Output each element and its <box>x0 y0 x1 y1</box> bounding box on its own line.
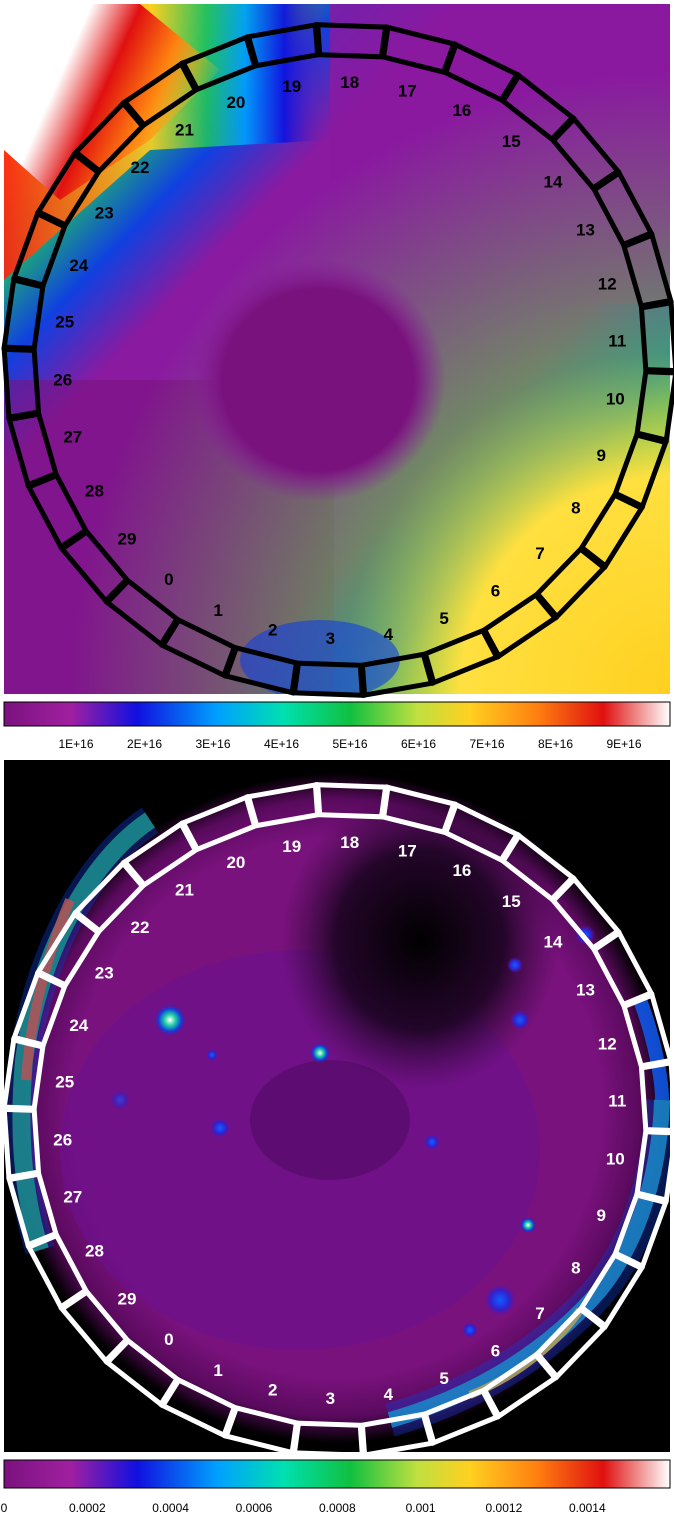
top-colorbar-tick-label: 1E+16 <box>58 737 93 751</box>
top-region-ring <box>1 21 674 699</box>
top-region-label-3: 3 <box>326 629 335 648</box>
bottom-colorbar-tick-label: 0.0002 <box>69 1501 106 1515</box>
top-colorbar-tick-label: 7E+16 <box>469 737 504 751</box>
bottom-colorbar: 0 0.0002 0.0004 0.0006 0.0008 0.001 0.0012 0.00… <box>1 1459 671 1515</box>
bottom-colorbar-tick-label: 0.0004 <box>152 1501 189 1515</box>
bottom-region-label-26: 26 <box>53 1130 72 1149</box>
top-region-label-5: 5 <box>439 609 448 628</box>
top-region-label-12: 12 <box>598 274 617 293</box>
bottom-region-label-0: 0 <box>164 1330 173 1349</box>
top-region-box-29 <box>58 528 131 605</box>
bottom-region-label-10: 10 <box>606 1150 625 1169</box>
bottom-colorbar-tick-label: 0.0006 <box>236 1501 273 1515</box>
bottom-colorbar-gradient <box>3 1459 671 1489</box>
bottom-region-label-4: 4 <box>384 1385 394 1404</box>
bottom-colorbar-tick-label: 0.0012 <box>486 1501 523 1515</box>
bottom-region-label-17: 17 <box>398 841 417 860</box>
top-region-label-29: 29 <box>118 530 137 549</box>
top-region-label-9: 9 <box>596 446 605 465</box>
bottom-region-label-14: 14 <box>544 932 563 951</box>
bottom-region-label-9: 9 <box>596 1206 605 1225</box>
top-region-label-6: 6 <box>491 582 500 601</box>
top-region-label-22: 22 <box>131 158 150 177</box>
top-region-label-25: 25 <box>55 312 74 331</box>
bottom-region-label-22: 22 <box>131 918 150 937</box>
bottom-region-label-25: 25 <box>55 1072 74 1091</box>
top-colorbar-tick-label: 9E+16 <box>606 737 641 751</box>
top-colorbar-gradient <box>3 701 671 727</box>
bottom-colorbar-tick-label: 0 <box>1 1501 8 1515</box>
bottom-region-label-12: 12 <box>598 1034 617 1053</box>
bottom-region-label-23: 23 <box>95 964 114 983</box>
bottom-region-label-21: 21 <box>175 881 194 900</box>
bottom-region-label-20: 20 <box>226 853 245 872</box>
top-colorbar-tick-label: 2E+16 <box>127 737 162 751</box>
bottom-region-label-28: 28 <box>85 1242 104 1261</box>
bottom-region-label-29: 29 <box>118 1290 137 1309</box>
top-region-label-17: 17 <box>398 81 417 100</box>
top-colorbar-tick-label: 3E+16 <box>195 737 230 751</box>
top-region-label-0: 0 <box>164 570 173 589</box>
top-colorbar-tick-label: 6E+16 <box>401 737 436 751</box>
bottom-region-label-6: 6 <box>491 1342 500 1361</box>
top-region-label-2: 2 <box>268 621 277 640</box>
top-region-label-10: 10 <box>606 390 625 409</box>
bottom-region-label-27: 27 <box>63 1188 82 1207</box>
top-colorbar-tick-label: 4E+16 <box>264 737 299 751</box>
top-region-label-14: 14 <box>544 172 563 191</box>
top-colorbar-tick-label: 5E+16 <box>332 737 367 751</box>
top-region-label-24: 24 <box>69 256 88 275</box>
bottom-colorbar-tick-label: 0.0008 <box>319 1501 356 1515</box>
bottom-colorbar-tick-label: 0.0014 <box>569 1501 606 1515</box>
top-region-label-28: 28 <box>85 482 104 501</box>
bottom-region-label-1: 1 <box>213 1361 222 1380</box>
top-region-label-23: 23 <box>95 204 114 223</box>
top-region-label-19: 19 <box>282 77 301 96</box>
top-region-label-21: 21 <box>175 121 194 140</box>
top-region-label-7: 7 <box>535 544 544 563</box>
top-region-label-11: 11 <box>608 332 626 351</box>
top-region-label-4: 4 <box>384 625 394 644</box>
top-colorbar-ticks: 1E+16 2E+16 3E+16 4E+16 5E+16 6E+16 7E+16 8E+16… <box>58 737 641 751</box>
bottom-region-label-11: 11 <box>608 1092 626 1111</box>
bottom-region-label-18: 18 <box>340 833 359 852</box>
bottom-colorbar-ticks: 0 0.0002 0.0004 0.0006 0.0008 0.001 0.0012 0.00… <box>1 1501 606 1515</box>
bottom-region-label-15: 15 <box>502 892 521 911</box>
top-region-label-20: 20 <box>226 93 245 112</box>
top-region-label-27: 27 <box>63 428 82 447</box>
bottom-region-label-24: 24 <box>69 1016 88 1035</box>
bottom-region-box-29 <box>58 1288 131 1365</box>
top-colorbar: 1E+16 2E+16 3E+16 4E+16 5E+16 6E+16 7E+16 8E+16… <box>3 701 671 751</box>
bottom-region-labels: 012 3 456789101112131415161718192021222324… <box>53 833 626 1408</box>
top-region-label-15: 15 <box>502 132 521 151</box>
bottom-region-label-13: 13 <box>576 981 595 1000</box>
bottom-region-label-8: 8 <box>571 1258 580 1277</box>
top-region-label-18: 18 <box>340 73 359 92</box>
top-region-labels: 012 3 456789101112131415161718192021222324… <box>53 73 626 648</box>
top-map-panel <box>4 4 670 694</box>
bottom-region-label-5: 5 <box>439 1369 448 1388</box>
top-region-label-16: 16 <box>452 101 471 120</box>
top-region-label-13: 13 <box>576 221 595 240</box>
bottom-map-panel <box>4 760 670 1452</box>
bottom-region-label-2: 2 <box>268 1381 277 1400</box>
top-region-label-1: 1 <box>213 601 222 620</box>
bottom-region-label-3: 3 <box>326 1389 335 1408</box>
bottom-region-label-7: 7 <box>535 1304 544 1323</box>
bottom-colorbar-tick-label: 0.001 <box>406 1501 436 1515</box>
bottom-region-label-16: 16 <box>452 861 471 880</box>
top-region-label-26: 26 <box>53 370 72 389</box>
bottom-region-ring <box>1 781 674 1459</box>
top-region-label-8: 8 <box>571 498 580 517</box>
bottom-region-label-19: 19 <box>282 837 301 856</box>
top-colorbar-tick-label: 8E+16 <box>538 737 573 751</box>
